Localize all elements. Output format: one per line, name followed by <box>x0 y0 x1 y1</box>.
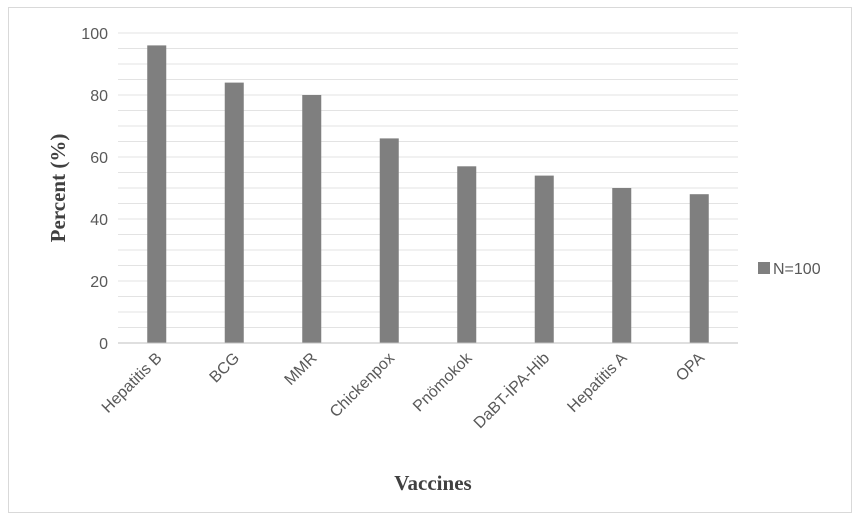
y-tick-label: 0 <box>99 336 108 353</box>
y-tick-labels: 0 20 40 60 80 100 <box>81 26 108 353</box>
legend: N=100 <box>758 261 821 278</box>
bar <box>534 175 554 343</box>
x-tick-labels: Hepatitis B BCG MMR Chickenpox PnömokokDaBT-… <box>99 348 708 432</box>
y-tick-label: 20 <box>90 274 108 291</box>
bar <box>147 45 167 344</box>
y-tick-label: 40 <box>90 212 108 229</box>
x-tick-label: MMR <box>282 350 321 389</box>
legend-swatch <box>758 262 770 274</box>
bar <box>224 82 244 343</box>
y-tick-label: 60 <box>90 150 108 167</box>
x-tick-label: Hepatitis B <box>99 350 166 417</box>
bar <box>379 138 399 343</box>
y-tick-label: 80 <box>90 88 108 105</box>
x-axis-title: Vaccines <box>394 471 471 495</box>
y-tick-label: 100 <box>81 26 108 43</box>
x-tick-label: Pnömokok <box>410 349 476 415</box>
x-tick-label: Chickenpox <box>327 350 398 421</box>
x-tick-label: OPA <box>673 350 708 385</box>
x-tick-label: DaBT-İPA-Hib <box>469 348 553 432</box>
bar <box>612 188 632 343</box>
y-axis-title: Percent (%) <box>46 134 70 243</box>
x-tick-label: BCG <box>207 350 244 387</box>
grid-lines <box>118 32 738 328</box>
x-tick-label: Hepatitis A <box>564 350 630 416</box>
bar <box>302 95 322 343</box>
legend-label: N=100 <box>773 261 821 278</box>
bars <box>147 45 709 344</box>
bar <box>689 194 709 343</box>
bar <box>457 166 477 343</box>
